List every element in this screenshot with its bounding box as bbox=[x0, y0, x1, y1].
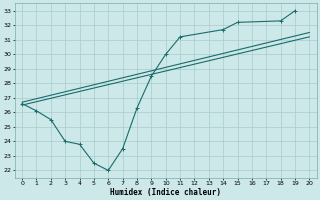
X-axis label: Humidex (Indice chaleur): Humidex (Indice chaleur) bbox=[110, 188, 221, 197]
